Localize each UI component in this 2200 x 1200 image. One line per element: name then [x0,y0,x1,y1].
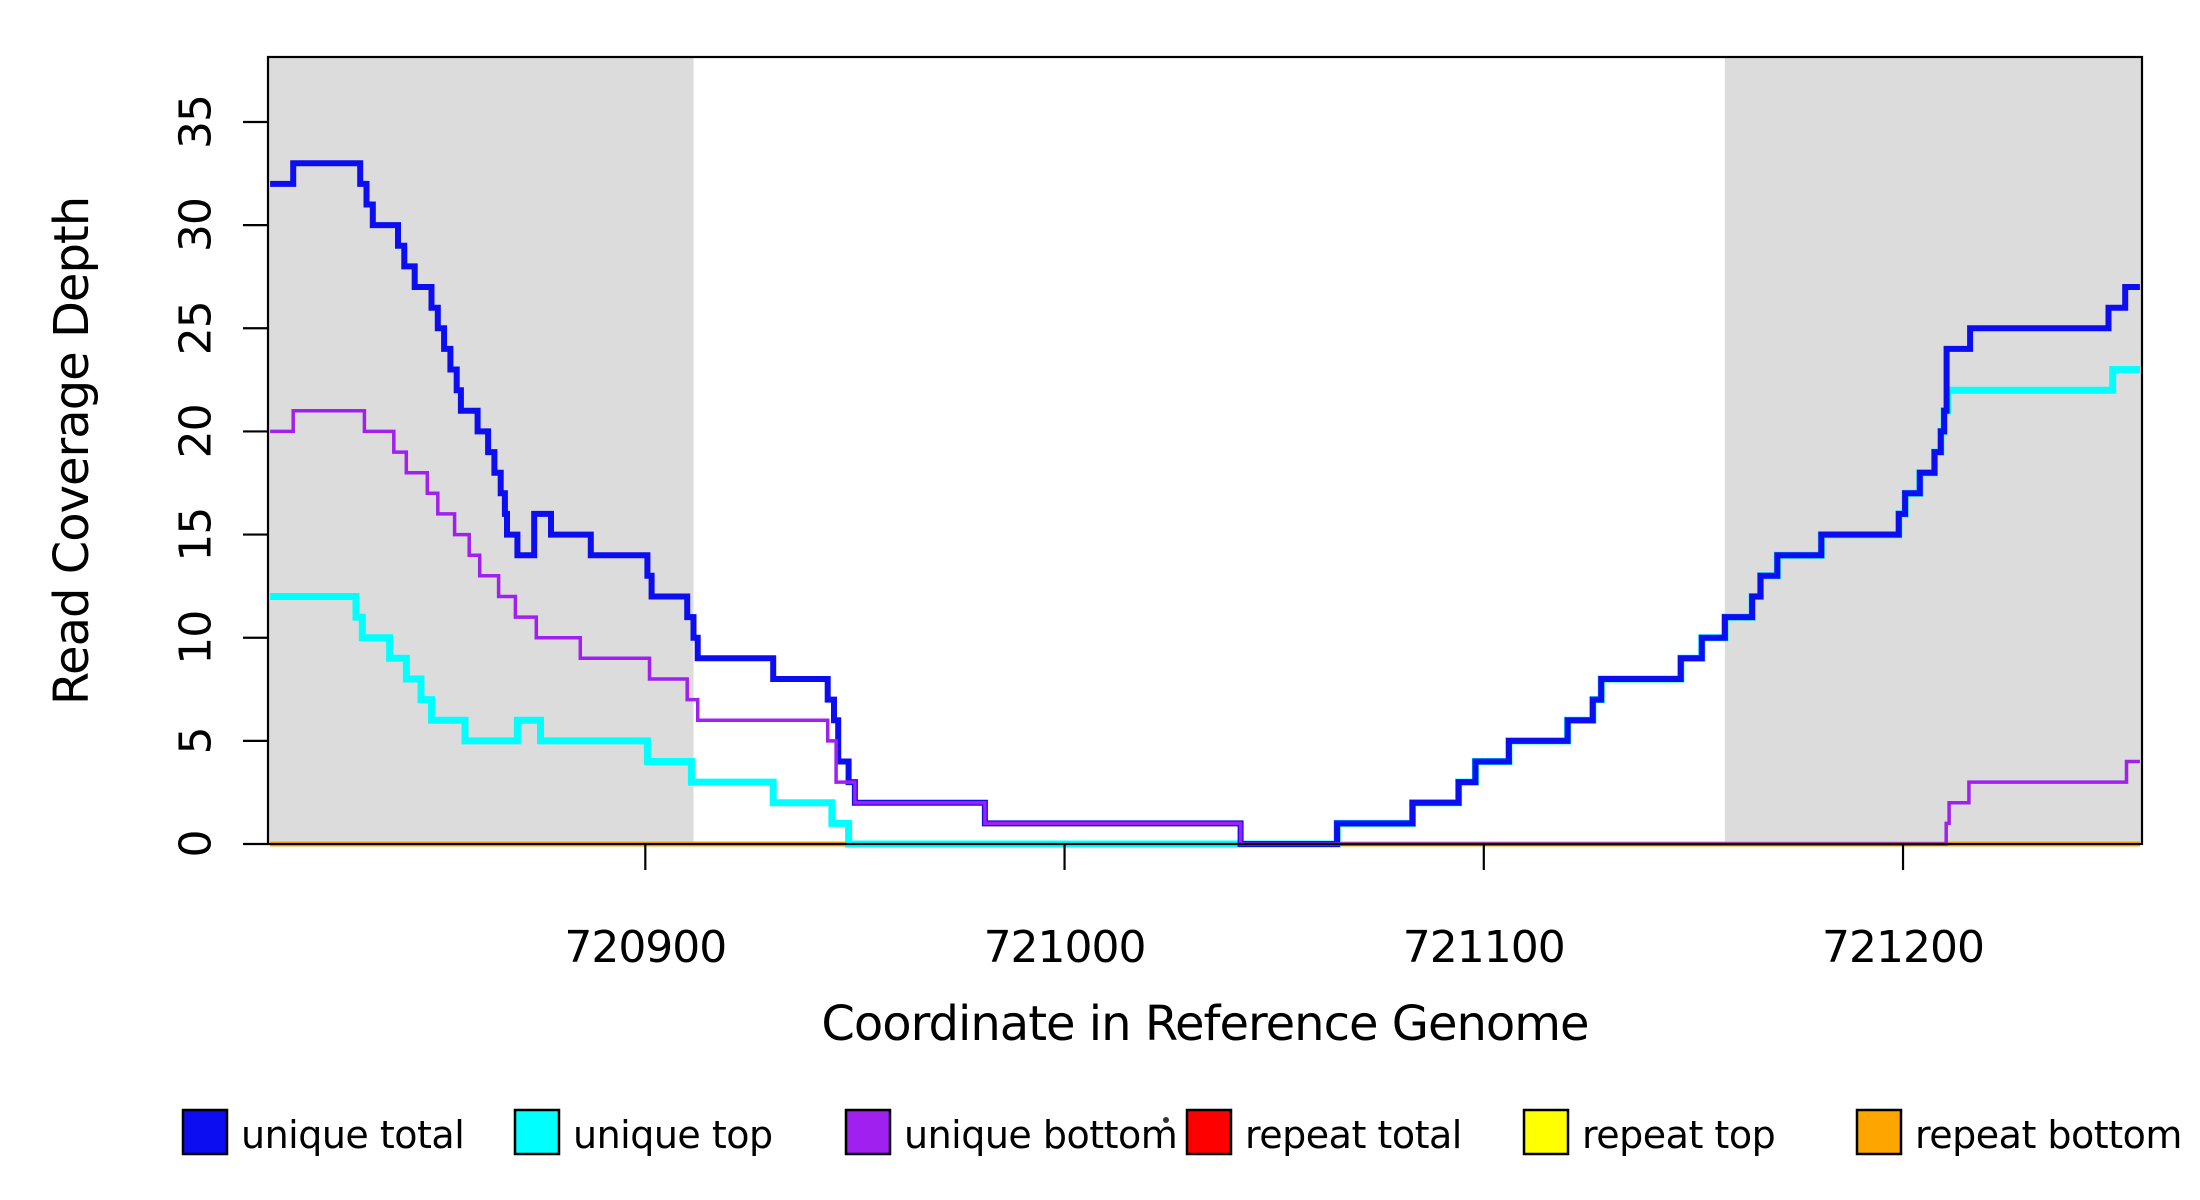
y-axis: 0 5 10 15 20 25 30 35 [171,95,268,858]
x-tick-label: 721200 [1822,922,1984,973]
y-tick-label: 5 [171,727,222,754]
legend-swatch-repeat-total [1185,1108,1233,1156]
legend-item-unique-bottom: unique bottom [844,1108,1178,1157]
y-tick-label: 35 [171,95,222,149]
legend-item-repeat-bottom: repeat bottom [1855,1108,2182,1157]
legend-label-repeat-total: repeat total [1245,1113,1462,1157]
x-axis: 720900 721000 721100 721200 [564,844,1985,973]
legend-item-repeat-top: repeat top [1522,1108,1776,1157]
plot-frame [266,55,2144,846]
y-tick-label: 20 [171,404,222,458]
legend-swatch-unique-total [181,1108,229,1156]
x-tick-label: 721000 [984,922,1146,973]
chart-legend: unique total unique top unique bottom repea… [181,1108,2182,1157]
legend-item-unique-top: unique top [513,1108,773,1157]
legend-label-repeat-bottom: repeat bottom [1915,1113,2182,1157]
y-tick-label: 10 [171,611,222,665]
stray-dot [1163,1117,1169,1123]
legend-label-unique-top: unique top [573,1113,773,1157]
legend-label-unique-total: unique total [241,1113,464,1157]
legend-swatch-unique-top [513,1108,561,1156]
x-tick-label: 720900 [564,922,726,973]
x-axis-title: Coordinate in Reference Genome [821,996,1588,1052]
shaded-regions [268,58,2142,843]
series-unique-total-line [270,160,2140,847]
y-axis-title: Read Coverage Depth [44,197,100,705]
shaded-region-1 [268,58,694,843]
y-tick-label: 0 [171,831,222,858]
y-tick-label: 30 [171,198,222,252]
legend-swatch-repeat-bottom [1855,1108,1903,1156]
legend-label-unique-bottom: unique bottom [904,1113,1177,1157]
legend-swatch-repeat-top [1522,1108,1570,1156]
legend-label-repeat-top: repeat top [1582,1113,1775,1157]
legend-item-unique-total: unique total [181,1108,465,1157]
legend-swatch-unique-bottom [844,1108,892,1156]
plot-border [266,55,2144,846]
y-tick-label: 25 [171,301,222,355]
y-tick-label: 15 [171,508,222,562]
legend-item-repeat-total: repeat total [1185,1108,1462,1157]
x-tick-label: 721100 [1403,922,1565,973]
